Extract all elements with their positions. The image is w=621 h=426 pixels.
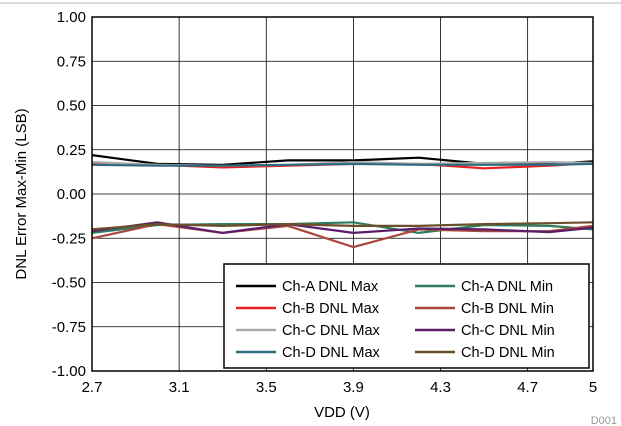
- y-tick-label: -0.75: [52, 319, 86, 336]
- legend-label: Ch-B DNL Min: [461, 301, 554, 317]
- legend-label: Ch-A DNL Min: [461, 279, 553, 295]
- series-line-ch-d-dnl-max: [91, 162, 594, 167]
- x-tick-label: 2.7: [82, 379, 103, 396]
- y-tick-label: 1.00: [57, 9, 86, 26]
- y-axis-tick-labels: -1.00 -0.75 -0.50 -0.25 0.00 0.25 0.50 0.75 1.00: [52, 9, 86, 380]
- x-tick-label: 4.3: [430, 379, 451, 396]
- x-tick-label: 5: [589, 379, 597, 396]
- x-tick-label: 4.7: [517, 379, 538, 396]
- series-lines: [91, 154, 594, 249]
- series-line-ch-c-dnl-min: [91, 221, 594, 234]
- x-tick-label: 3.9: [343, 379, 364, 396]
- legend-label: Ch-A DNL Max: [282, 279, 379, 295]
- series-line-ch-d-dnl-min: [91, 221, 594, 231]
- y-axis-title: DNL Error Max-Min (LSB): [13, 108, 30, 279]
- y-tick-label: 0.00: [57, 186, 86, 203]
- legend-label: Ch-D DNL Max: [282, 345, 381, 361]
- y-tick-label: -0.50: [52, 275, 86, 292]
- legend: Ch-A DNL Max Ch-B DNL Max Ch-C DNL Max Ch-D…: [223, 263, 590, 369]
- series-line-ch-b-dnl-min: [91, 223, 594, 249]
- y-tick-label: -1.00: [52, 363, 86, 380]
- x-axis-title: VDD (V): [314, 404, 370, 421]
- legend-label: Ch-D DNL Min: [461, 345, 555, 361]
- legend-label: Ch-C DNL Min: [461, 323, 555, 339]
- y-tick-label: 0.50: [57, 98, 86, 115]
- legend-label: Ch-B DNL Max: [282, 301, 380, 317]
- x-tick-label: 3.1: [169, 379, 190, 396]
- figure-id-footnote: D001: [591, 415, 617, 426]
- y-tick-label: -0.25: [52, 230, 86, 247]
- y-tick-label: 0.25: [57, 142, 86, 159]
- y-tick-label: 0.75: [57, 53, 86, 70]
- legend-label: Ch-C DNL Max: [282, 323, 381, 339]
- plot-area-frame: [91, 16, 594, 372]
- legend-box: [223, 263, 590, 369]
- x-axis-tick-labels: 2.7 3.1 3.5 3.9 4.3 4.7 5: [82, 379, 598, 396]
- x-tick-label: 3.5: [256, 379, 277, 396]
